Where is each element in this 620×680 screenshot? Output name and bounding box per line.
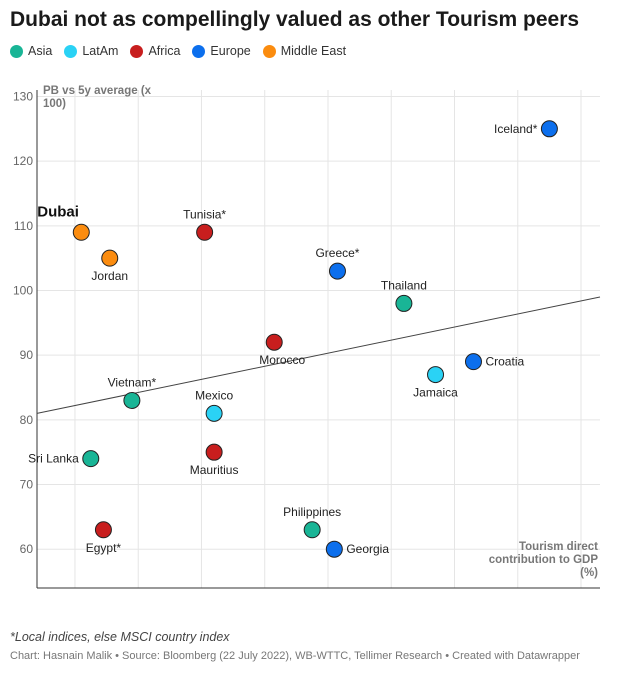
footnote: *Local indices, else MSCI country index bbox=[10, 630, 230, 644]
point-sri-lanka bbox=[82, 450, 100, 468]
legend-item-middle-east: Middle East bbox=[262, 44, 347, 58]
y-axis-label-line-1: PB vs 5y average (x bbox=[43, 85, 152, 97]
x-axis-label-line-3: (%) bbox=[580, 567, 598, 579]
y-tick-label-60: 60 bbox=[20, 542, 34, 556]
point-dubai bbox=[72, 223, 90, 241]
point-georgia bbox=[325, 540, 343, 558]
point-label-vietnam: Vietnam* bbox=[108, 375, 157, 389]
point-vietnam bbox=[123, 391, 141, 409]
legend-item-europe: Europe bbox=[192, 44, 251, 58]
legend-swatch-middle-east bbox=[262, 44, 276, 58]
point-label-sri-lanka: Sri Lanka bbox=[28, 452, 79, 466]
legend-item-africa: Africa bbox=[130, 44, 180, 58]
x-axis-label-line-2: contribution to GDP bbox=[489, 554, 599, 566]
point-label-tunisia: Tunisia* bbox=[183, 207, 226, 221]
point-greece bbox=[328, 262, 346, 280]
point-label-egypt: Egypt* bbox=[86, 541, 122, 555]
y-tick-label-100: 100 bbox=[13, 283, 33, 297]
credits: Chart: Hasnain Malik • Source: Bloomberg… bbox=[10, 650, 580, 662]
point-label-thailand: Thailand bbox=[381, 278, 427, 292]
point-croatia bbox=[464, 353, 482, 371]
point-morocco bbox=[265, 333, 283, 351]
y-tick-label-130: 130 bbox=[13, 89, 33, 103]
point-label-morocco: Morocco bbox=[259, 353, 305, 367]
y-tick-label-120: 120 bbox=[13, 154, 33, 168]
point-mauritius bbox=[205, 443, 223, 461]
point-egypt bbox=[94, 521, 112, 539]
legend-item-latam: LatAm bbox=[64, 44, 118, 58]
y-tick-label-110: 110 bbox=[14, 219, 33, 233]
legend-label-latam: LatAm bbox=[82, 44, 119, 58]
scatter-chart: 607080901001101201305678910111213PB vs 5… bbox=[13, 85, 601, 589]
y-tick-label-70: 70 bbox=[20, 478, 34, 492]
point-jamaica bbox=[427, 366, 445, 384]
point-label-philippines: Philippines bbox=[283, 505, 341, 519]
point-label-dubai: Dubai bbox=[37, 203, 79, 220]
point-label-jamaica: Jamaica bbox=[413, 386, 458, 400]
legend: Asia LatAm Africa Europe Middle East bbox=[10, 44, 346, 58]
point-philippines bbox=[303, 521, 321, 539]
legend-label-europe: Europe bbox=[210, 44, 251, 58]
point-label-mexico: Mexico bbox=[195, 388, 233, 402]
point-thailand bbox=[395, 294, 413, 312]
y-axis-label-line-2: 100) bbox=[43, 98, 66, 110]
legend-label-asia: Asia bbox=[28, 44, 53, 58]
point-label-iceland: Iceland* bbox=[494, 122, 538, 136]
x-axis-label-line-1: Tourism direct bbox=[519, 541, 598, 553]
legend-label-middle-east: Middle East bbox=[280, 44, 347, 58]
y-tick-label-90: 90 bbox=[20, 348, 34, 362]
y-tick-label-80: 80 bbox=[20, 413, 34, 427]
point-label-mauritius: Mauritius bbox=[190, 463, 239, 477]
point-label-croatia: Croatia bbox=[485, 355, 524, 369]
point-label-georgia: Georgia bbox=[346, 542, 389, 556]
legend-item-asia: Asia bbox=[10, 44, 52, 58]
point-tunisia bbox=[196, 223, 214, 241]
point-label-greece: Greece* bbox=[315, 246, 359, 260]
legend-swatch-europe bbox=[192, 44, 206, 58]
point-mexico bbox=[205, 404, 223, 422]
legend-swatch-latam bbox=[64, 44, 78, 58]
chart-title: Dubai not as compellingly valued as othe… bbox=[10, 8, 580, 31]
legend-swatch-africa bbox=[130, 44, 144, 58]
point-jordan bbox=[101, 249, 119, 267]
legend-label-africa: Africa bbox=[148, 44, 181, 58]
legend-swatch-asia bbox=[10, 44, 23, 58]
point-label-jordan: Jordan bbox=[91, 269, 128, 283]
point-iceland bbox=[540, 120, 558, 138]
